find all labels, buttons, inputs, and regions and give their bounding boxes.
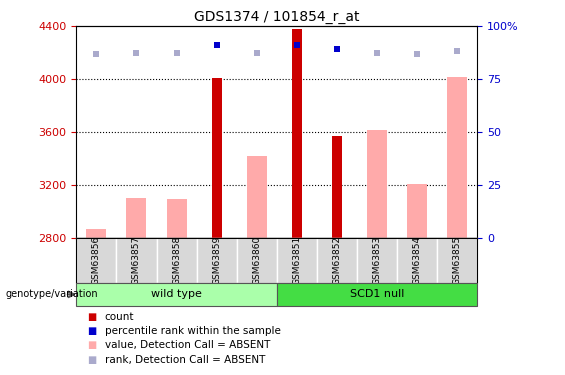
Text: GSM63856: GSM63856 <box>92 236 101 285</box>
Text: ■: ■ <box>88 355 97 364</box>
Text: GSM63857: GSM63857 <box>132 236 141 285</box>
Bar <box>367 129 387 238</box>
Bar <box>397 238 437 283</box>
Text: value, Detection Call = ABSENT: value, Detection Call = ABSENT <box>105 340 270 350</box>
Text: SCD1 null: SCD1 null <box>350 290 405 299</box>
Bar <box>332 136 342 238</box>
Bar <box>127 198 146 238</box>
Bar <box>447 76 467 238</box>
Text: GSM63853: GSM63853 <box>373 236 381 285</box>
Title: GDS1374 / 101854_r_at: GDS1374 / 101854_r_at <box>194 10 359 24</box>
Text: GSM63851: GSM63851 <box>293 236 301 285</box>
Bar <box>76 283 277 306</box>
Text: count: count <box>105 312 134 322</box>
Bar <box>317 238 357 283</box>
Text: GSM63858: GSM63858 <box>172 236 181 285</box>
Bar <box>76 238 116 283</box>
Text: ■: ■ <box>88 326 97 336</box>
Bar <box>86 229 106 238</box>
Bar <box>247 156 267 238</box>
Bar <box>157 238 197 283</box>
Text: rank, Detection Call = ABSENT: rank, Detection Call = ABSENT <box>105 355 265 364</box>
Text: genotype/variation: genotype/variation <box>6 290 98 299</box>
Text: GSM63852: GSM63852 <box>333 236 341 285</box>
Bar <box>292 29 302 238</box>
Bar <box>212 78 221 238</box>
Text: wild type: wild type <box>151 290 202 299</box>
Text: GSM63859: GSM63859 <box>212 236 221 285</box>
Bar <box>167 199 186 238</box>
Text: GSM63855: GSM63855 <box>453 236 462 285</box>
Text: GSM63860: GSM63860 <box>253 236 261 285</box>
Bar <box>277 283 477 306</box>
Bar <box>407 184 427 238</box>
Text: GSM63854: GSM63854 <box>413 236 421 285</box>
Bar <box>357 238 397 283</box>
Text: percentile rank within the sample: percentile rank within the sample <box>105 326 280 336</box>
Bar <box>237 238 277 283</box>
Bar <box>116 238 157 283</box>
Text: ■: ■ <box>88 312 97 322</box>
Bar <box>277 238 317 283</box>
Bar <box>197 238 237 283</box>
Bar <box>437 238 477 283</box>
Text: ■: ■ <box>88 340 97 350</box>
